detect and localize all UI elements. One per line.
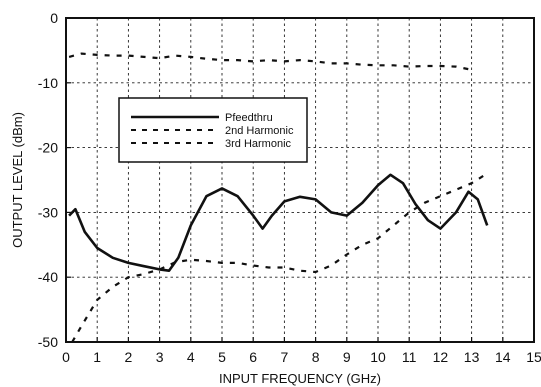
x-tick-label: 7 xyxy=(281,349,289,365)
legend-label: 2nd Harmonic xyxy=(225,125,294,137)
x-tick-label: 14 xyxy=(495,349,511,365)
series-line-2nd-harmonic xyxy=(68,52,472,71)
legend-box xyxy=(118,97,308,163)
legend-label: 3rd Harmonic xyxy=(225,138,292,150)
y-tick-label: -10 xyxy=(38,75,58,91)
legend-label: Pfeedthru xyxy=(225,112,273,124)
x-axis-label: INPUT FREQUENCY (GHz) xyxy=(219,371,381,386)
x-tick-label: 13 xyxy=(464,349,480,365)
x-tick-label: 5 xyxy=(218,349,226,365)
x-tick-label: 10 xyxy=(370,349,386,365)
y-tick-label: -30 xyxy=(38,204,58,220)
y-tick-label: -20 xyxy=(38,140,58,156)
x-tick-label: 11 xyxy=(402,349,417,365)
x-tick-label: 1 xyxy=(93,349,101,365)
x-tick-label: 3 xyxy=(156,349,164,365)
series-line-3rd-harmonic xyxy=(71,172,488,343)
series-layer xyxy=(68,52,489,343)
series-line-pfeedthru xyxy=(68,173,489,272)
grid xyxy=(66,18,534,342)
x-tick-label: 15 xyxy=(526,349,541,365)
x-tick-label: 6 xyxy=(249,349,257,365)
x-tick-label: 0 xyxy=(62,349,70,365)
ticks: 0 1 2 3 4 5 6 7 8 9 10 11 12 13 14 150-10-20-30-40-50 xyxy=(38,10,541,365)
y-tick-label: -50 xyxy=(38,334,58,350)
plot-frame xyxy=(65,17,535,343)
x-tick-label: 8 xyxy=(312,349,320,365)
y-tick-label: 0 xyxy=(50,10,58,26)
x-tick-label: 12 xyxy=(433,349,449,365)
x-tick-label: 2 xyxy=(125,349,133,365)
y-axis-label: OUTPUT LEVEL (dBm) xyxy=(10,112,25,248)
y-tick-label: -40 xyxy=(38,269,58,285)
x-tick-label: 4 xyxy=(187,349,195,365)
x-tick-label: 9 xyxy=(343,349,351,365)
